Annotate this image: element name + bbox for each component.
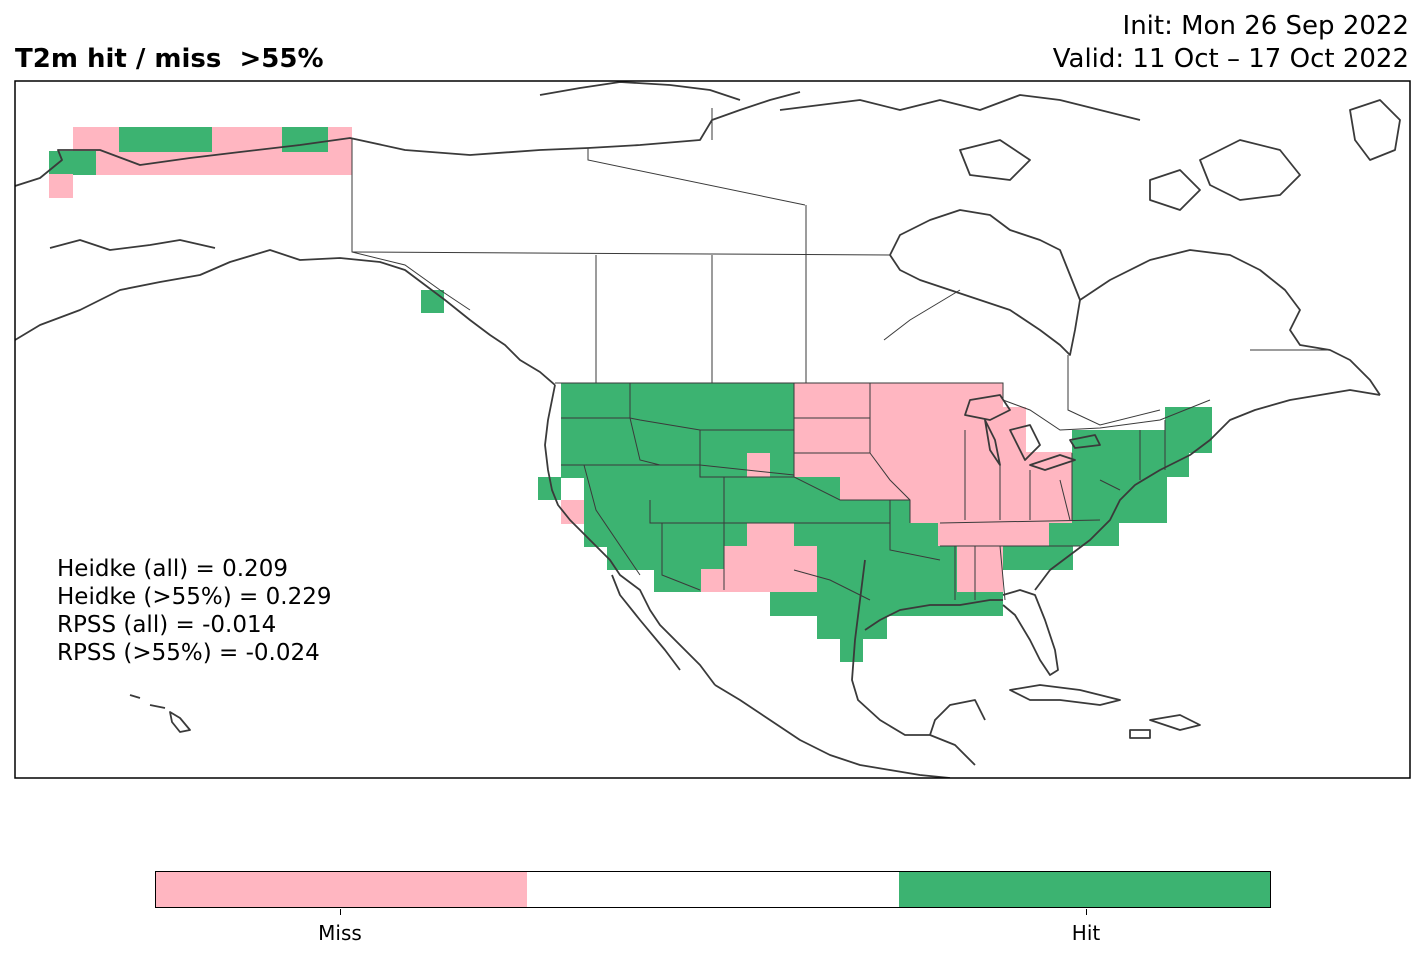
colorbar: [155, 871, 1271, 908]
miss-cell: [49, 174, 73, 198]
miss-cell: [910, 500, 1072, 523]
map-frame: [14, 80, 1411, 779]
rpss-55: RPSS (>55%) = -0.024: [57, 640, 320, 666]
hit-cell: [282, 127, 328, 152]
coastlines: [15, 81, 1401, 778]
map-title: T2m hit / miss >55%: [15, 44, 324, 74]
heidke-all: Heidke (all) = 0.209: [57, 556, 288, 582]
colorbar-hit-segment: [898, 872, 1270, 907]
rpss-all: RPSS (all) = -0.014: [57, 612, 277, 638]
miss-cell: [701, 569, 724, 592]
miss-cell: [747, 453, 770, 477]
hit-cell: [421, 290, 444, 313]
colorbar-neutral-segment: [527, 872, 899, 907]
hit-cell: [784, 477, 840, 501]
colorbar-miss-segment: [156, 872, 528, 907]
miss-cell: [938, 523, 1049, 546]
colorbar-label-miss: Miss: [318, 921, 362, 945]
miss-cell: [840, 477, 1072, 500]
hit-cell: [538, 477, 561, 500]
forecast-dates: Init: Mon 26 Sep 2022 Valid: 11 Oct – 17…: [1053, 10, 1409, 76]
init-date: Init: Mon 26 Sep 2022: [1122, 11, 1409, 41]
miss-cell: [1003, 407, 1026, 453]
hit-cell: [119, 127, 212, 152]
political-boundaries: [351, 108, 1330, 601]
grid-cells-alaska: [49, 127, 444, 313]
hit-cell: [1165, 407, 1212, 453]
hit-cell: [1003, 546, 1073, 570]
hit-cell: [817, 615, 887, 639]
miss-cell: [561, 500, 584, 524]
colorbar-label-hit: Hit: [1071, 921, 1101, 945]
heidke-55: Heidke (>55%) = 0.229: [57, 584, 332, 610]
miss-cell: [724, 546, 817, 592]
miss-cell: [794, 452, 1072, 477]
valid-date: Valid: 11 Oct – 17 Oct 2022: [1052, 44, 1409, 74]
colorbar-tick-hit: [1086, 909, 1087, 915]
colorbar-tick-miss: [340, 909, 341, 915]
grid-cells-conus: [538, 383, 1212, 662]
skill-scores: Heidke (all) = 0.209 Heidke (>55%) = 0.2…: [57, 555, 331, 667]
hit-cell: [1049, 523, 1119, 546]
hit-cell: [654, 569, 701, 592]
hit-cell: [607, 546, 724, 570]
hit-cell: [49, 151, 96, 175]
hit-cell: [840, 638, 863, 662]
miss-cell: [957, 546, 1003, 592]
